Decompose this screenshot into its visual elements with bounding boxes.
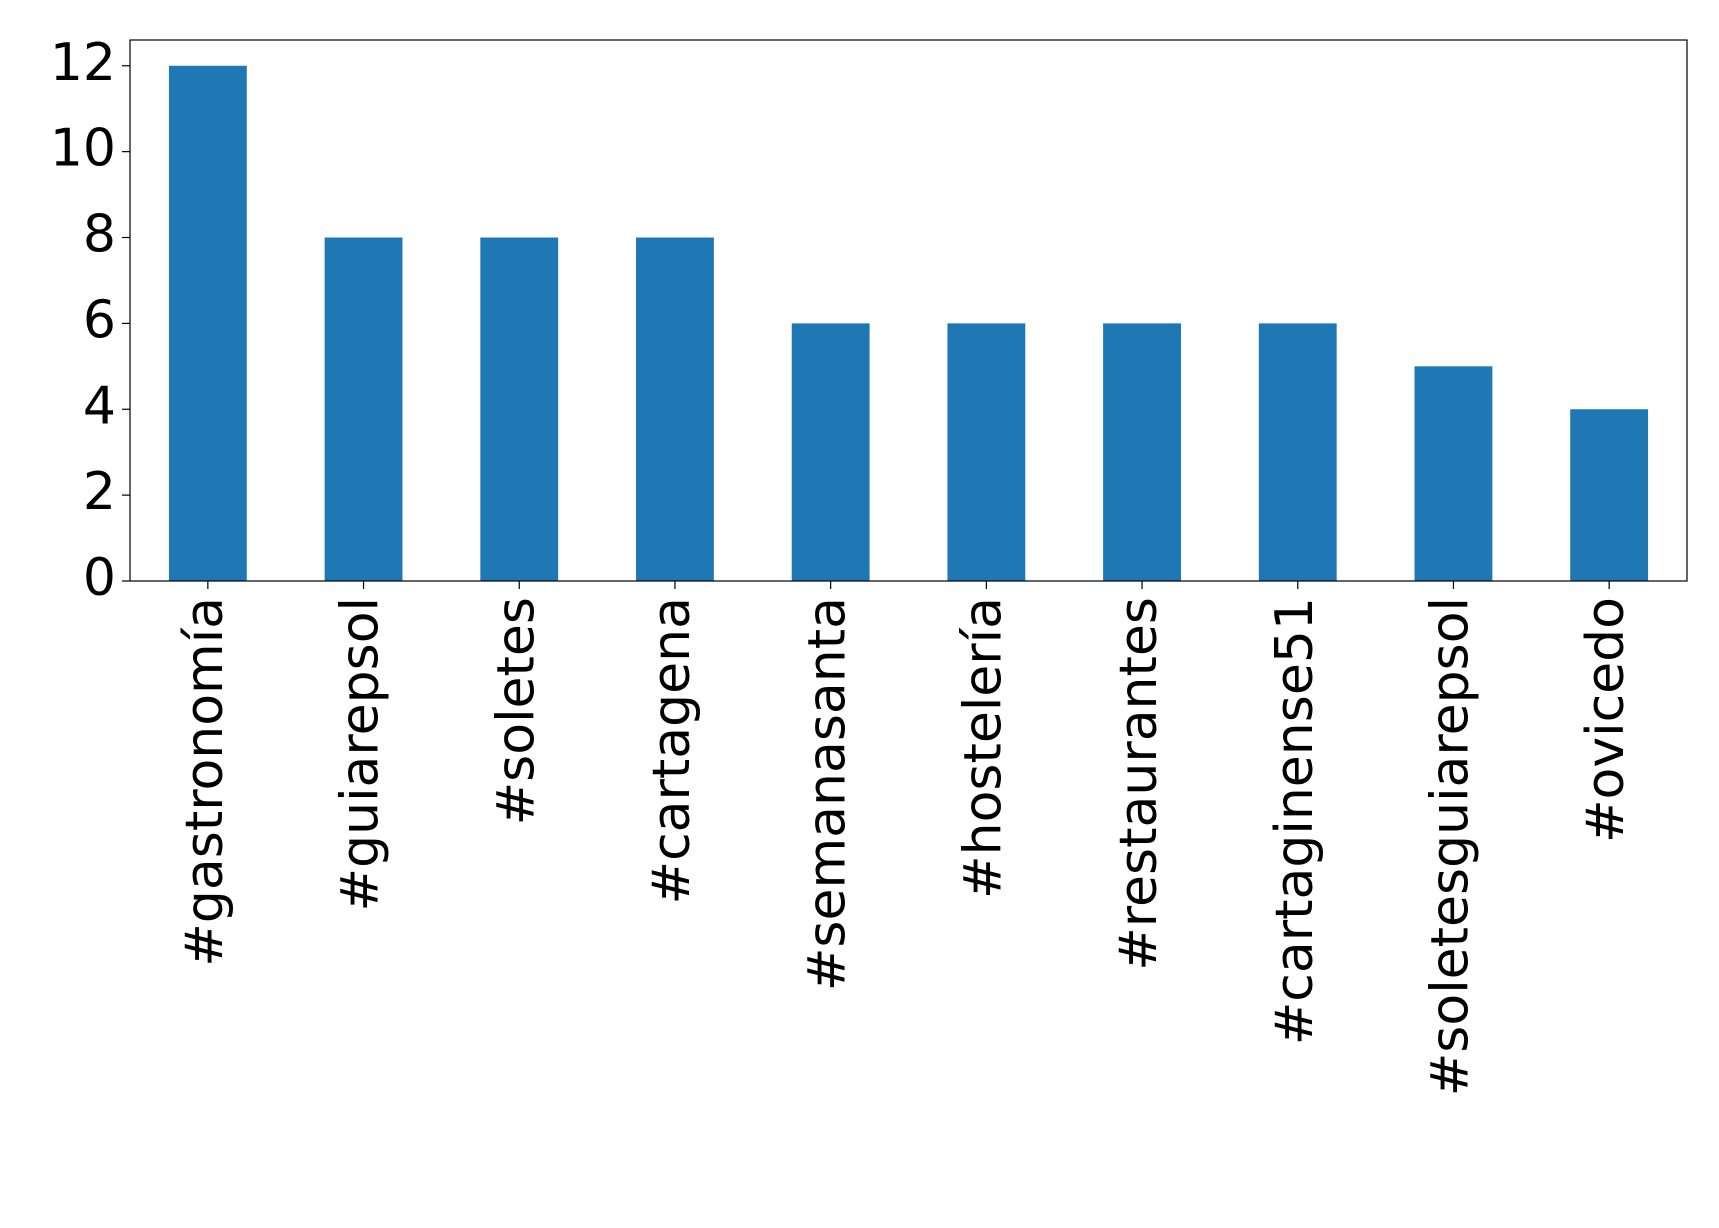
x-tick-label: #cartagena xyxy=(642,597,702,904)
bar xyxy=(1414,366,1493,581)
x-tick-label: #soletes xyxy=(486,597,546,825)
y-tick-label: 6 xyxy=(83,290,116,350)
bar xyxy=(1258,323,1337,581)
bar xyxy=(947,323,1026,581)
bar xyxy=(168,65,247,581)
x-tick-label: #guiarepsol xyxy=(331,597,391,911)
x-tick-label: #soletesguiarepsol xyxy=(1420,597,1480,1096)
x-tick-label: #hostelería xyxy=(953,597,1013,899)
x-tick-label: #cartaginense51 xyxy=(1265,597,1325,1045)
plot-frame xyxy=(129,39,1688,582)
x-tick-label: #ovicedo xyxy=(1576,597,1636,843)
bar xyxy=(480,237,559,581)
y-tick-label: 2 xyxy=(83,462,116,522)
bar xyxy=(1103,323,1181,581)
y-tick-label: 12 xyxy=(50,33,116,93)
x-tick-label: #gastronomía xyxy=(175,597,235,967)
x-tick-label: #semanasanta xyxy=(798,597,858,991)
x-tick-label: #restaurantes xyxy=(1109,597,1169,971)
bar xyxy=(1570,409,1649,581)
bar xyxy=(791,323,870,581)
y-tick-label: 10 xyxy=(50,119,116,179)
y-tick-label: 8 xyxy=(83,205,116,265)
bar xyxy=(324,237,403,581)
y-tick-label: 4 xyxy=(83,376,116,436)
y-tick-label: 0 xyxy=(83,548,116,608)
bar xyxy=(636,237,714,581)
